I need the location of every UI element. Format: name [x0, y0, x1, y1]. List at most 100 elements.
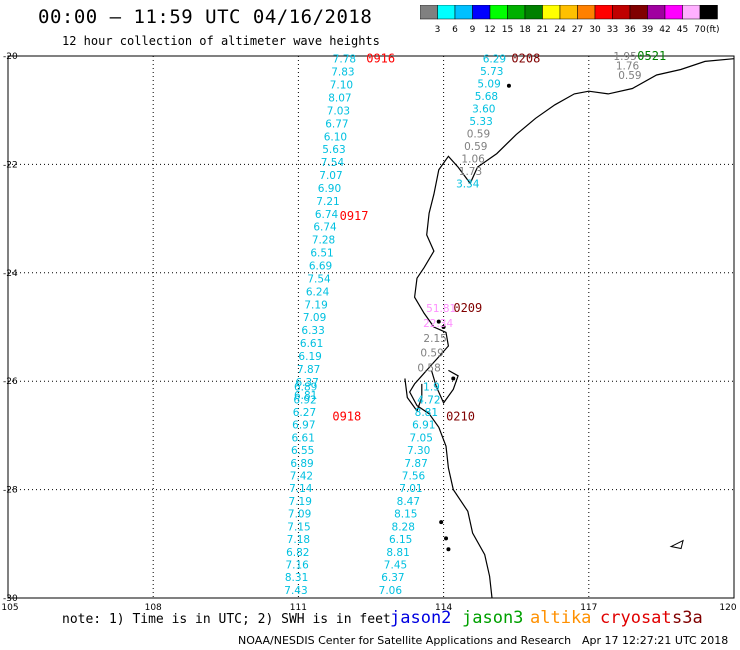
credit-line: NOAA/NESDIS Center for Satellite Applica… [238, 634, 572, 647]
wave-height-value: 6.89 [290, 458, 313, 470]
map-frame [7, 55, 735, 599]
pass-time-label: 0208 [511, 52, 540, 66]
wave-height-value: 5.33 [469, 116, 492, 128]
wave-height-value: 5.73 [480, 66, 503, 78]
footer-note: note: 1) Time is in UTC; 2) SWH is in fe… [62, 612, 391, 627]
longitude-tick-label: 114 [435, 603, 452, 613]
wave-height-value: 1.95 [613, 51, 636, 63]
wave-height-value: 7.21 [316, 196, 339, 208]
wave-height-value: 6.92 [293, 394, 316, 406]
wave-height-value: 7.14 [289, 483, 313, 495]
island [451, 376, 456, 381]
wave-height-value: 5.68 [475, 91, 498, 103]
wave-height-value: 0.58 [417, 363, 440, 375]
wave-height-value: 8.81 [386, 547, 409, 559]
generated-timestamp: Apr 17 12:27:21 UTC 2018 [582, 634, 729, 647]
satellite-jason3-label: jason3 [462, 608, 524, 628]
wave-height-value: 5.09 [477, 79, 500, 91]
pass-time-label: 0521 [637, 49, 666, 63]
scale-tick-label: 30 [589, 25, 601, 35]
wave-height-value: 22.34 [423, 318, 453, 330]
wave-height-value: 6.97 [292, 420, 315, 432]
wave-height-value: 5.63 [322, 144, 345, 156]
wave-height-value: 6.82 [286, 547, 309, 559]
pass-time-label: 0918 [332, 409, 361, 423]
wave-height-value: 6.69 [309, 261, 332, 273]
wave-height-value: 1.76 [616, 60, 640, 72]
wave-height-value: 1.73 [459, 166, 482, 178]
wave-height-value: 0.59 [420, 348, 443, 360]
pass-time-label: 0917 [340, 209, 369, 223]
wave-height-color-scale: 3 6 9 12 15 18 21 24 27 30 33 36 39 42 45 70 (ft) [420, 5, 720, 35]
latitude-tick-label: -20 [3, 52, 18, 62]
island [439, 520, 444, 525]
wave-height-value: 1.9 [423, 382, 440, 394]
map-title: 00:00 – 11:59 UTC 04/16/2018 [38, 6, 373, 28]
wave-height-value: 6.91 [412, 420, 435, 432]
scale-tick-label: 12 [484, 25, 495, 35]
latitude-tick-label: -26 [3, 377, 18, 387]
latitude-tick-label: -24 [3, 269, 18, 279]
wave-height-value: 6.61 [292, 432, 315, 444]
pass-time-label: 0209 [453, 301, 482, 315]
scale-tick-label: 24 [554, 25, 566, 35]
wave-height-value: 7.28 [312, 235, 335, 247]
scale-unit-label: (ft) [706, 25, 720, 35]
wave-height-value: 0.59 [467, 129, 490, 141]
latitude-tick-label: -28 [3, 486, 18, 496]
scale-swatch [699, 5, 718, 20]
wave-height-value: 6.74 [313, 222, 337, 234]
wave-height-value: 7.16 [285, 559, 309, 571]
wave-height-value: 7.30 [407, 445, 430, 457]
wave-height-value: 6.15 [389, 534, 412, 546]
scale-tick-label: 39 [642, 25, 654, 35]
wave-height-value: 7.19 [289, 496, 312, 508]
wave-height-value: 8.07 [328, 92, 351, 104]
wave-height-value: 7.03 [327, 105, 350, 117]
wave-height-value: 7.87 [297, 364, 320, 376]
wave-height-value: 8.31 [285, 572, 308, 584]
coastline [409, 58, 735, 599]
wave-height-value: 6.29 [483, 54, 506, 66]
wave-height-value: 7.42 [290, 471, 313, 483]
wave-height-value: 7.06 [379, 585, 403, 597]
inland-lake [669, 539, 684, 550]
wave-height-value: 6.55 [291, 445, 314, 457]
wave-height-value: 0.59 [464, 141, 487, 153]
wave-height-value: 6.37 [295, 377, 318, 389]
scale-tick-label: 18 [519, 25, 531, 35]
wave-height-value: 7.01 [399, 483, 422, 495]
island [446, 547, 451, 552]
scale-tick-label: 42 [659, 25, 670, 35]
island [441, 325, 446, 329]
wave-height-value: 7.05 [410, 432, 433, 444]
wave-height-value: 7.78 [333, 54, 356, 66]
wave-height-value: 6.81 [294, 390, 317, 402]
wave-height-value: 3.60 [472, 104, 495, 116]
scale-tick-label: 21 [537, 25, 548, 35]
wave-height-value: 7.56 [402, 471, 426, 483]
wave-height-value: 7.54 [307, 273, 331, 285]
wave-height-value: 0.59 [618, 70, 641, 82]
shark-bay-peninsula [404, 378, 423, 413]
island [444, 536, 449, 541]
wave-height-value: 8.15 [394, 509, 417, 521]
scale-tick-label: 36 [624, 25, 636, 35]
pass-time-label: 0916 [366, 52, 395, 66]
wave-height-value: 51.81 [426, 303, 456, 315]
wave-height-value: 6.33 [301, 325, 324, 337]
wave-height-value: 6.10 [324, 131, 347, 143]
latitude-tick-label: -22 [3, 160, 18, 170]
wave-height-value: 6.90 [318, 183, 341, 195]
map-subtitle: 12 hour collection of altimeter wave hei… [62, 34, 380, 48]
satellite-jason2-label: jason2 [390, 608, 452, 628]
wave-height-value: 6.19 [298, 351, 321, 363]
wave-height-value: 7.45 [384, 559, 407, 571]
wave-height-value: 7.15 [287, 521, 310, 533]
wave-height-value: 6.77 [325, 118, 348, 130]
satellite-s3a-label: s3a [672, 608, 703, 628]
satellite-cryosat-label: cryosat [600, 608, 672, 628]
wave-height-value: 7.07 [319, 170, 342, 182]
wave-height-value: 7.18 [287, 534, 310, 546]
scale-tick-label: 6 [452, 25, 458, 35]
